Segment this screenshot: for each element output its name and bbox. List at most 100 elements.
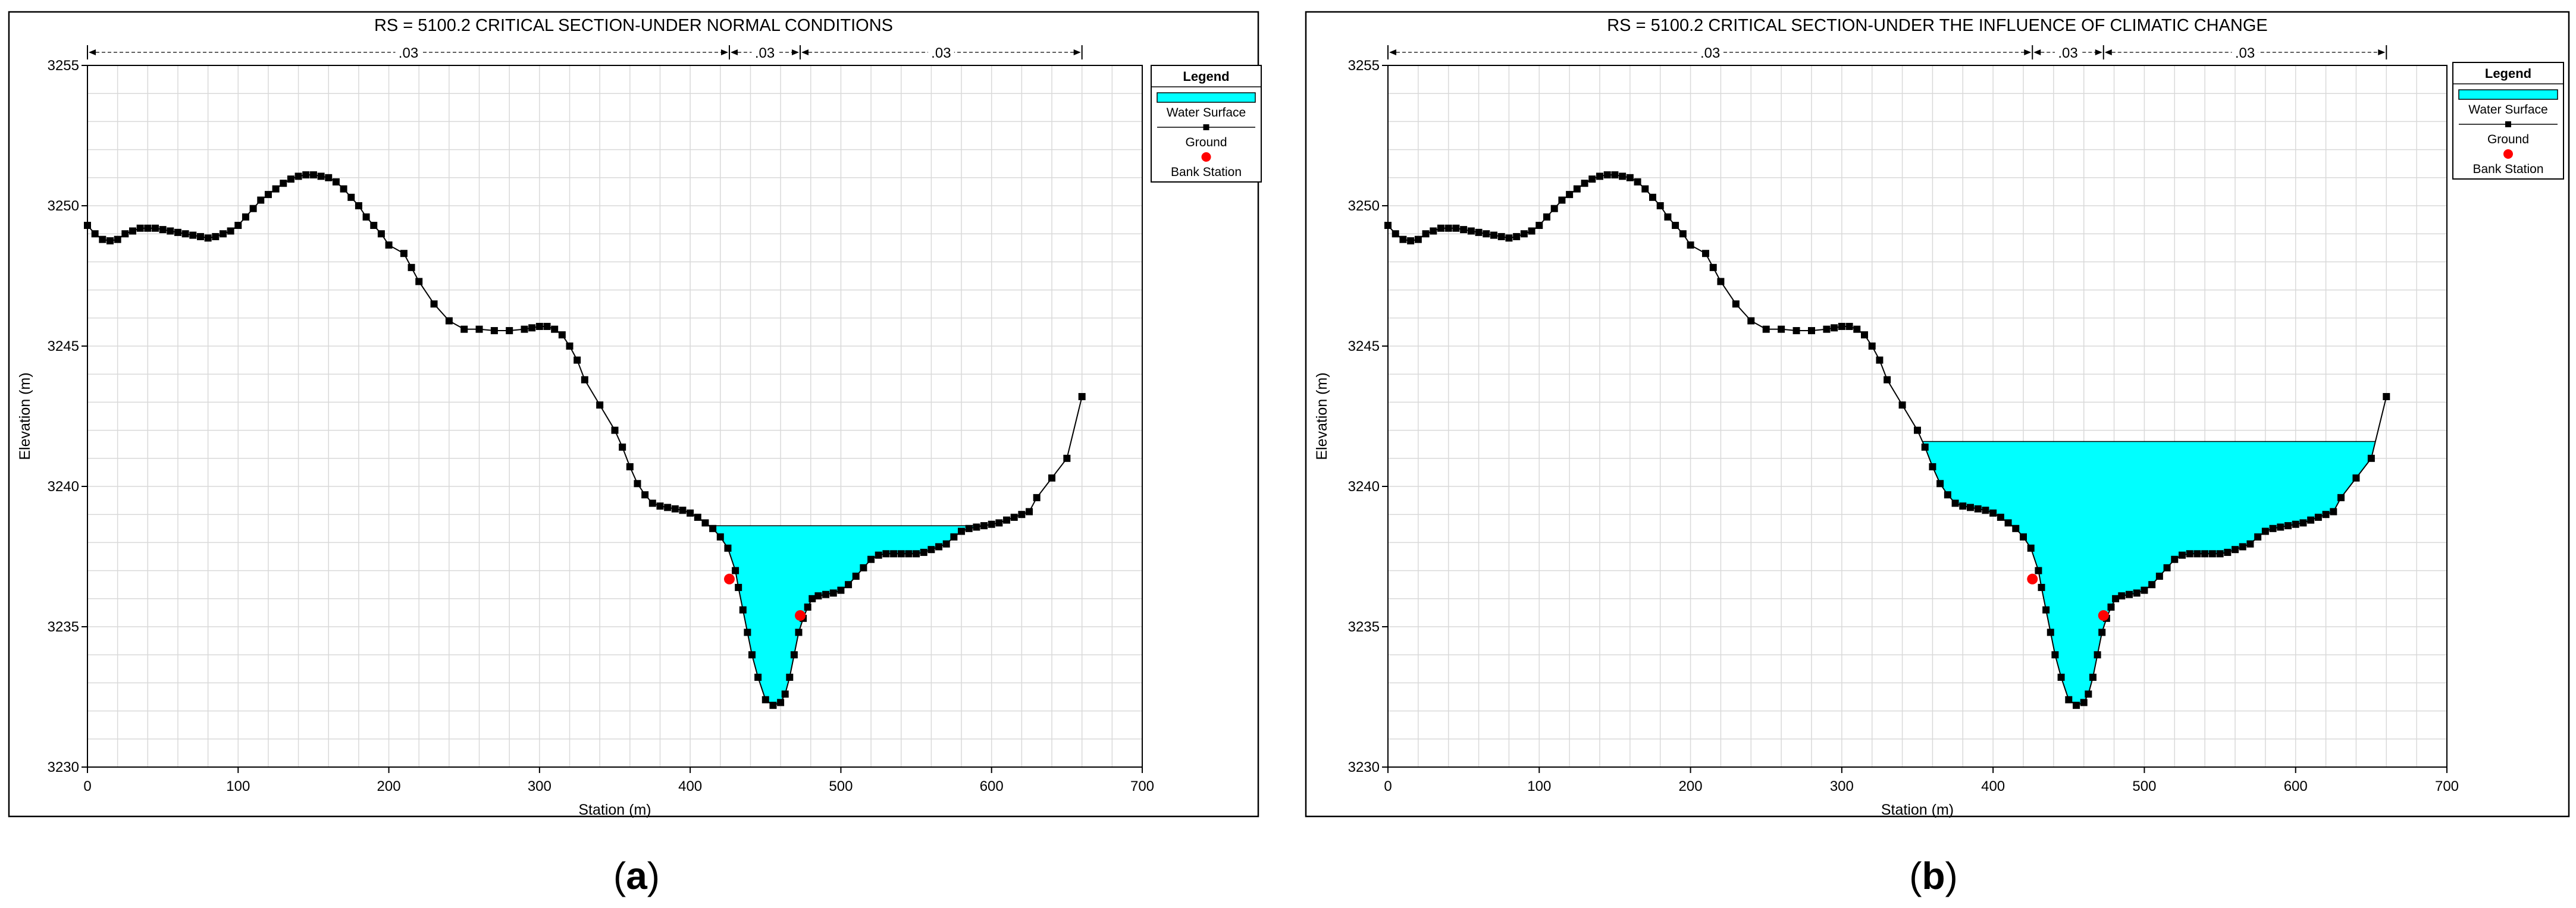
panel-frame xyxy=(8,11,1259,818)
ground-point xyxy=(1018,511,1026,519)
panel-label-letter: a xyxy=(626,854,647,897)
ground-point xyxy=(1951,499,1959,507)
x-tick-label: 300 xyxy=(528,778,551,794)
legend-swatch-bank xyxy=(2503,149,2513,159)
ground-point xyxy=(2107,603,2115,611)
manning-arrow-left xyxy=(730,49,738,55)
panel-label-letter: b xyxy=(1922,854,1945,897)
ground-point xyxy=(2246,540,2254,548)
ground-point xyxy=(1619,172,1627,180)
x-tick-label: 700 xyxy=(2435,778,2459,794)
y-tick-label: 3255 xyxy=(48,58,79,74)
ground-point xyxy=(988,520,995,528)
ground-point xyxy=(814,592,822,600)
ground-point xyxy=(1550,205,1558,212)
ground-point xyxy=(724,544,732,552)
ground-point xyxy=(475,325,483,333)
manning-n-label: .03 xyxy=(2235,45,2255,61)
y-tick-label: 3240 xyxy=(1348,479,1380,495)
ground-point xyxy=(196,233,204,240)
ground-point xyxy=(2367,454,2375,462)
y-tick-label: 3255 xyxy=(1348,58,1380,74)
legend: Legend Water Surface Ground Bank Station xyxy=(1151,65,1262,183)
x-tick-label: 200 xyxy=(1679,778,1703,794)
ground-point xyxy=(913,550,920,558)
legend-title: Legend xyxy=(1183,69,1229,84)
ground-point xyxy=(1505,234,1513,242)
ground-point xyxy=(234,222,242,230)
y-axis-label: Elevation (m) xyxy=(1314,372,1330,460)
ground-point xyxy=(2193,550,2201,558)
ground-point xyxy=(1732,300,1740,308)
manning-n-label: .03 xyxy=(755,45,775,61)
ground-point xyxy=(1853,325,1861,333)
ground-point xyxy=(1414,235,1422,243)
ground-point xyxy=(837,586,845,594)
manning-n-label: .03 xyxy=(399,45,418,61)
ground-point xyxy=(701,519,709,527)
ground-point xyxy=(744,629,751,636)
plot-area xyxy=(87,65,1143,768)
ground-point xyxy=(795,629,803,636)
ground-point xyxy=(1535,222,1543,230)
ground-point xyxy=(566,343,574,350)
ground-point xyxy=(362,213,370,221)
x-axis-label: Station (m) xyxy=(1881,802,1954,818)
ground-point xyxy=(1437,224,1444,232)
manning-arrow-left xyxy=(801,49,809,55)
ground-point xyxy=(2179,551,2186,559)
ground-point xyxy=(2208,550,2216,558)
ground-point xyxy=(325,174,333,181)
ground-point xyxy=(227,227,234,235)
ground-point xyxy=(1641,185,1649,193)
x-tick-label: 600 xyxy=(980,778,1004,794)
manning-arrow-right xyxy=(2024,49,2032,55)
ground-point xyxy=(1588,175,1596,183)
ground-point xyxy=(822,590,830,598)
ground-point xyxy=(1997,513,2004,521)
legend-title: Legend xyxy=(2485,66,2531,81)
ground-point xyxy=(2163,564,2171,571)
x-axis-label: Station (m) xyxy=(578,802,651,818)
ground-point xyxy=(2085,690,2092,698)
legend-swatch-ground-point xyxy=(1203,124,1209,130)
ground-point xyxy=(287,175,294,183)
ground-point xyxy=(106,237,114,244)
ground-point xyxy=(340,185,347,193)
ground-point xyxy=(2126,590,2133,598)
panel-label: (a) xyxy=(613,854,660,897)
y-tick-label: 3230 xyxy=(48,759,79,775)
ground-point xyxy=(121,230,129,238)
legend-label-bank: Bank Station xyxy=(2472,162,2543,176)
ground-point xyxy=(1823,325,1831,333)
manning-arrow-right xyxy=(1073,49,1081,55)
ground-point xyxy=(189,231,197,239)
ground-point xyxy=(535,322,543,330)
ground-point xyxy=(2042,606,2050,614)
ground-point xyxy=(2277,523,2284,531)
ground-point xyxy=(2047,629,2054,636)
ground-point xyxy=(732,567,739,574)
x-tick-label: 500 xyxy=(829,778,853,794)
ground-point xyxy=(2269,524,2277,532)
ground-point xyxy=(490,327,498,335)
ground-point xyxy=(777,699,785,706)
ground-point xyxy=(1422,230,1430,238)
x-tick-label: 100 xyxy=(226,778,250,794)
ground-point xyxy=(829,589,837,597)
ground-point xyxy=(460,325,468,333)
ground-point xyxy=(927,546,935,554)
ground-point xyxy=(2337,494,2345,501)
ground-point xyxy=(2118,592,2126,600)
ground-point xyxy=(2027,544,2035,552)
x-tick-label: 700 xyxy=(1130,778,1154,794)
manning-arrow-left xyxy=(2104,49,2112,55)
ground-point xyxy=(1778,325,1785,333)
ground-point xyxy=(1566,191,1574,199)
ground-point xyxy=(1467,227,1475,235)
legend: Legend Water Surface Ground Bank Station xyxy=(2452,62,2564,180)
ground-point xyxy=(1626,174,1634,181)
legend-swatch-bank xyxy=(1201,152,1211,162)
ground-point xyxy=(181,230,189,238)
ground-point xyxy=(99,235,106,243)
